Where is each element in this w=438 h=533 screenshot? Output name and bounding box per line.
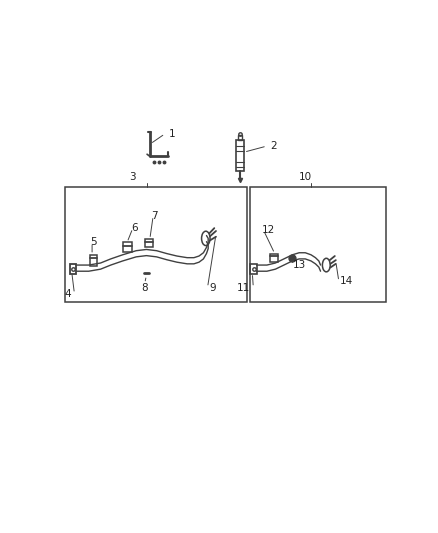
Bar bbox=[237, 140, 244, 171]
Bar bbox=[123, 243, 132, 252]
Bar bbox=[250, 264, 257, 274]
Text: 2: 2 bbox=[270, 141, 277, 151]
Bar bbox=[90, 255, 96, 266]
Text: 12: 12 bbox=[262, 225, 275, 235]
Text: 1: 1 bbox=[169, 129, 175, 139]
Bar bbox=[238, 135, 242, 140]
Bar bbox=[145, 239, 152, 247]
Text: 7: 7 bbox=[152, 211, 158, 221]
Bar bbox=[65, 187, 247, 302]
Text: 4: 4 bbox=[64, 289, 71, 299]
Text: 9: 9 bbox=[209, 282, 216, 293]
Text: 6: 6 bbox=[131, 223, 138, 233]
Bar bbox=[70, 264, 77, 274]
Bar bbox=[250, 187, 386, 302]
Text: 11: 11 bbox=[237, 282, 250, 293]
Text: 13: 13 bbox=[293, 260, 306, 270]
Text: 8: 8 bbox=[141, 282, 148, 293]
Text: 14: 14 bbox=[340, 277, 353, 286]
Text: 3: 3 bbox=[130, 172, 136, 182]
Text: 10: 10 bbox=[299, 172, 312, 182]
Text: 5: 5 bbox=[90, 238, 97, 247]
Bar bbox=[270, 254, 279, 262]
